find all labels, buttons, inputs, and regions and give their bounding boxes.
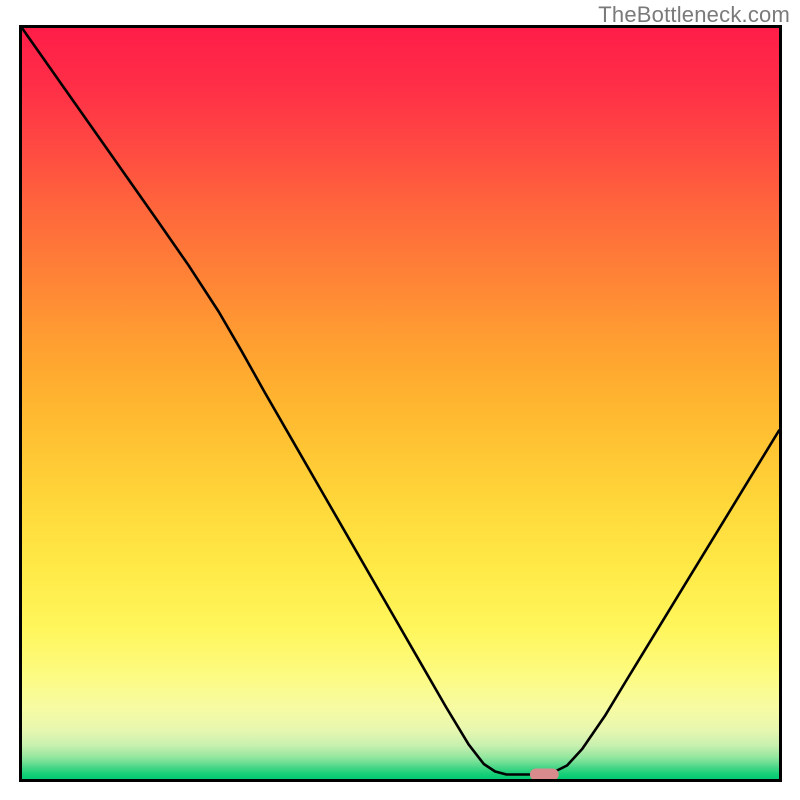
chart-root: TheBottleneck.com xyxy=(0,0,800,800)
bottleneck-chart xyxy=(0,0,800,800)
gradient-background xyxy=(22,28,779,779)
selected-marker xyxy=(530,768,559,780)
